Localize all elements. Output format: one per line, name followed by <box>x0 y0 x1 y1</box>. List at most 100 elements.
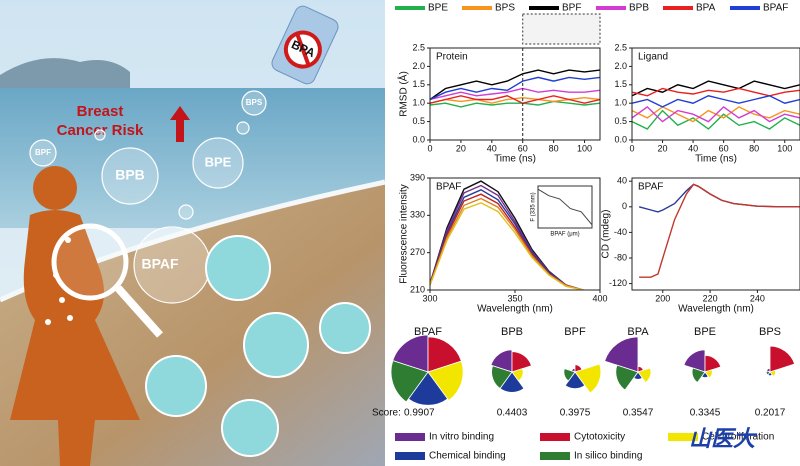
rose-wedge <box>563 368 576 382</box>
rose-wedge <box>427 360 464 401</box>
legend-swatch <box>668 433 698 441</box>
y-tick-label: 1.5 <box>412 79 425 89</box>
x-tick-label: 100 <box>577 143 592 153</box>
legend-label: BPE <box>428 3 448 14</box>
x-tick-label: 20 <box>456 143 466 153</box>
rose-wedge <box>604 336 639 373</box>
inset-frame <box>537 185 593 229</box>
y-axis-label: CD (mdeg) <box>601 210 612 259</box>
rose-wedge <box>769 369 776 378</box>
x-tick-label: 100 <box>777 143 792 153</box>
rose-wedge <box>390 360 429 403</box>
rose-wedge <box>564 371 586 390</box>
score-label: Score: <box>372 408 401 419</box>
y-tick-label: 330 <box>410 210 425 220</box>
bubble-label: BPE <box>205 154 232 169</box>
plot-frame <box>429 47 601 141</box>
rose-wedge <box>765 370 771 376</box>
compound-label: BPE <box>694 326 716 338</box>
compound-label: BPS <box>759 326 781 338</box>
inset-y-label: F (335 nm) <box>531 192 537 221</box>
rose-wedge <box>574 363 602 394</box>
x-axis-label: Wavelength (nm) <box>678 304 754 315</box>
x-tick-label: 80 <box>749 143 759 153</box>
x-tick-label: 220 <box>703 293 718 303</box>
rose-wedge <box>704 369 713 379</box>
x-tick-label: 40 <box>688 143 698 153</box>
y-tick-label: 270 <box>410 247 425 257</box>
y-tick-label: -40 <box>614 227 627 237</box>
magnifier-handle <box>115 285 163 338</box>
y-axis-label: Fluorescence intensity <box>399 184 410 284</box>
compound-label: BPAF <box>414 326 442 338</box>
y-tick-label: 1.0 <box>412 98 425 108</box>
y-tick-label: 2.5 <box>412 42 425 52</box>
series-line <box>632 80 800 97</box>
arrow-up <box>170 106 190 142</box>
y-tick-label: 2.5 <box>614 42 627 52</box>
y-tick-label: 0.0 <box>412 134 425 144</box>
chart-title: Ligand <box>638 52 668 63</box>
compound-label: BPF <box>564 326 586 338</box>
legend-swatch <box>395 433 425 441</box>
y-tick-label: 2.0 <box>412 61 425 71</box>
bubble-label: BPF <box>35 148 51 157</box>
y-tick-label: 1.5 <box>614 79 627 89</box>
magnifier <box>51 223 129 301</box>
x-tick-label: 60 <box>719 143 729 153</box>
x-tick-label: 20 <box>658 143 668 153</box>
legend-label: BPF <box>562 3 581 14</box>
series-line <box>632 105 800 123</box>
series-line <box>430 96 600 104</box>
rose-wedge <box>491 365 513 390</box>
rose-wedge <box>407 371 449 406</box>
molecules <box>145 235 371 457</box>
x-tick-label: 200 <box>655 293 670 303</box>
y-tick-label: 0 <box>622 201 627 211</box>
zoom-box <box>522 13 601 45</box>
score-value: 0.3547 <box>623 408 654 419</box>
rose-wedge <box>704 354 722 373</box>
series-line <box>430 95 600 104</box>
score-value: 0.3975 <box>560 408 591 419</box>
illustration: BPA Breast Cancer Risk BPF BPB BPE BPS B… <box>0 0 386 466</box>
y-axis-label: RMSD (Å) <box>397 71 410 117</box>
rose-wedge <box>511 351 532 373</box>
y-tick-label: 0.5 <box>412 116 425 126</box>
bubble-label: BPS <box>246 98 263 107</box>
x-tick-label: 60 <box>518 143 528 153</box>
legend-label: BPAF <box>763 3 788 14</box>
series-line <box>430 76 600 101</box>
legend-label: Cell proliferation <box>702 432 774 443</box>
legend-label: BPA <box>696 3 716 14</box>
score-value: 0.9907 <box>404 408 435 419</box>
rose-wedge <box>427 336 462 373</box>
score-value: 0.3345 <box>690 408 721 419</box>
x-tick-label: 80 <box>549 143 559 153</box>
chart-title: BPAF <box>638 182 663 193</box>
x-tick-label: 40 <box>487 143 497 153</box>
y-tick-label: 40 <box>617 176 627 186</box>
rose-wedge <box>392 334 429 373</box>
legend-swatch <box>540 452 570 460</box>
plot-frame <box>631 177 800 291</box>
rose-wedge <box>683 349 706 373</box>
x-tick-label: 0 <box>427 143 432 153</box>
y-tick-label: 390 <box>410 172 425 182</box>
hill <box>0 58 130 90</box>
chart-title: BPAF <box>436 182 461 193</box>
woman <box>10 166 140 466</box>
y-tick-label: -80 <box>614 252 627 262</box>
x-tick-label: 300 <box>422 293 437 303</box>
legend-swatch <box>540 433 570 441</box>
legend-label: BPS <box>495 3 515 14</box>
series-line <box>430 69 600 101</box>
series-line <box>430 202 584 290</box>
compound-label: BPA <box>627 326 649 338</box>
series-line <box>639 183 800 278</box>
series-line <box>430 100 600 108</box>
bubble-label: BPAF <box>141 256 179 272</box>
series-line <box>632 109 800 130</box>
series-line <box>632 87 800 97</box>
